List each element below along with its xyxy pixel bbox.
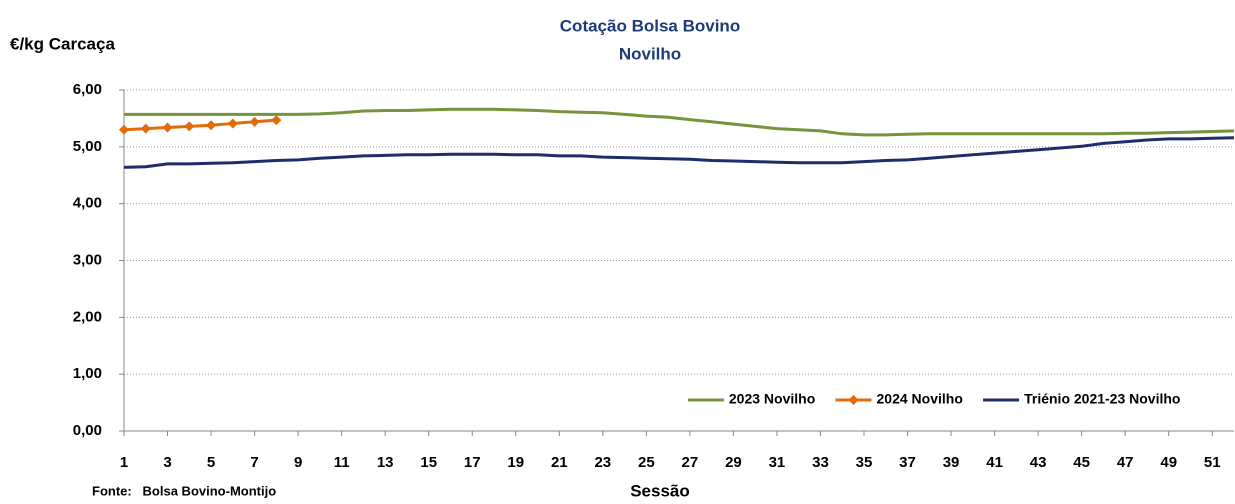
x-tick-label: 39 [943,454,960,471]
x-tick-label: 19 [507,454,524,471]
x-tick-label: 23 [594,454,611,471]
marker [206,120,217,131]
marker [271,115,282,126]
y-tick-label: 0,00 [73,422,102,439]
series-line [123,136,1235,169]
marker [184,121,195,132]
x-tick-label: 33 [812,454,829,471]
x-tick-label: 3 [163,454,171,471]
x-tick-label: 9 [294,454,302,471]
legend-label: 2023 Novilho [729,391,815,407]
x-tick-label: 21 [551,454,568,471]
x-tick-label: 51 [1204,454,1221,471]
x-tick-label: 15 [420,454,437,471]
series-line [124,107,1235,137]
legend-label: Triénio 2021-23 Novilho [1024,391,1180,407]
x-tick-label: 43 [1030,454,1047,471]
y-tick-label: 4,00 [73,195,102,212]
chart-subtitle: Novilho [619,44,681,63]
x-tick-label: 25 [638,454,655,471]
x-tick-label: 31 [769,454,786,471]
legend-marker [848,395,859,405]
x-tick-label: 35 [856,454,873,471]
y-tick-label: 6,00 [73,81,102,98]
y-axis-label: €/kg Carcaça [10,34,115,53]
x-tick-label: 13 [377,454,394,471]
x-tick-label: 11 [334,454,350,471]
chart-title: Cotação Bolsa Bovino [560,16,740,35]
x-tick-label: 45 [1073,454,1090,471]
x-tick-label: 29 [725,454,742,471]
legend-label: 2024 Novilho [877,391,963,407]
marker [162,122,173,133]
x-tick-label: 5 [207,454,215,471]
y-tick-label: 1,00 [73,365,102,382]
marker [140,123,151,134]
marker [227,118,238,129]
x-tick-label: 47 [1117,454,1134,471]
x-tick-label: 17 [464,454,481,471]
x-tick-label: 1 [120,454,128,471]
x-tick-label: 7 [250,454,258,471]
y-tick-label: 2,00 [73,308,102,325]
marker [249,116,260,127]
y-tick-label: 3,00 [73,251,102,268]
x-tick-label: 41 [986,454,1003,471]
x-axis-label: Sessão [630,481,690,500]
marker [119,124,129,135]
x-tick-label: 37 [899,454,916,471]
x-tick-label: 27 [682,454,699,471]
source-note: Fonte: Bolsa Bovino-Montijo [92,483,276,498]
y-tick-label: 5,00 [73,138,102,155]
x-tick-label: 49 [1160,454,1177,471]
